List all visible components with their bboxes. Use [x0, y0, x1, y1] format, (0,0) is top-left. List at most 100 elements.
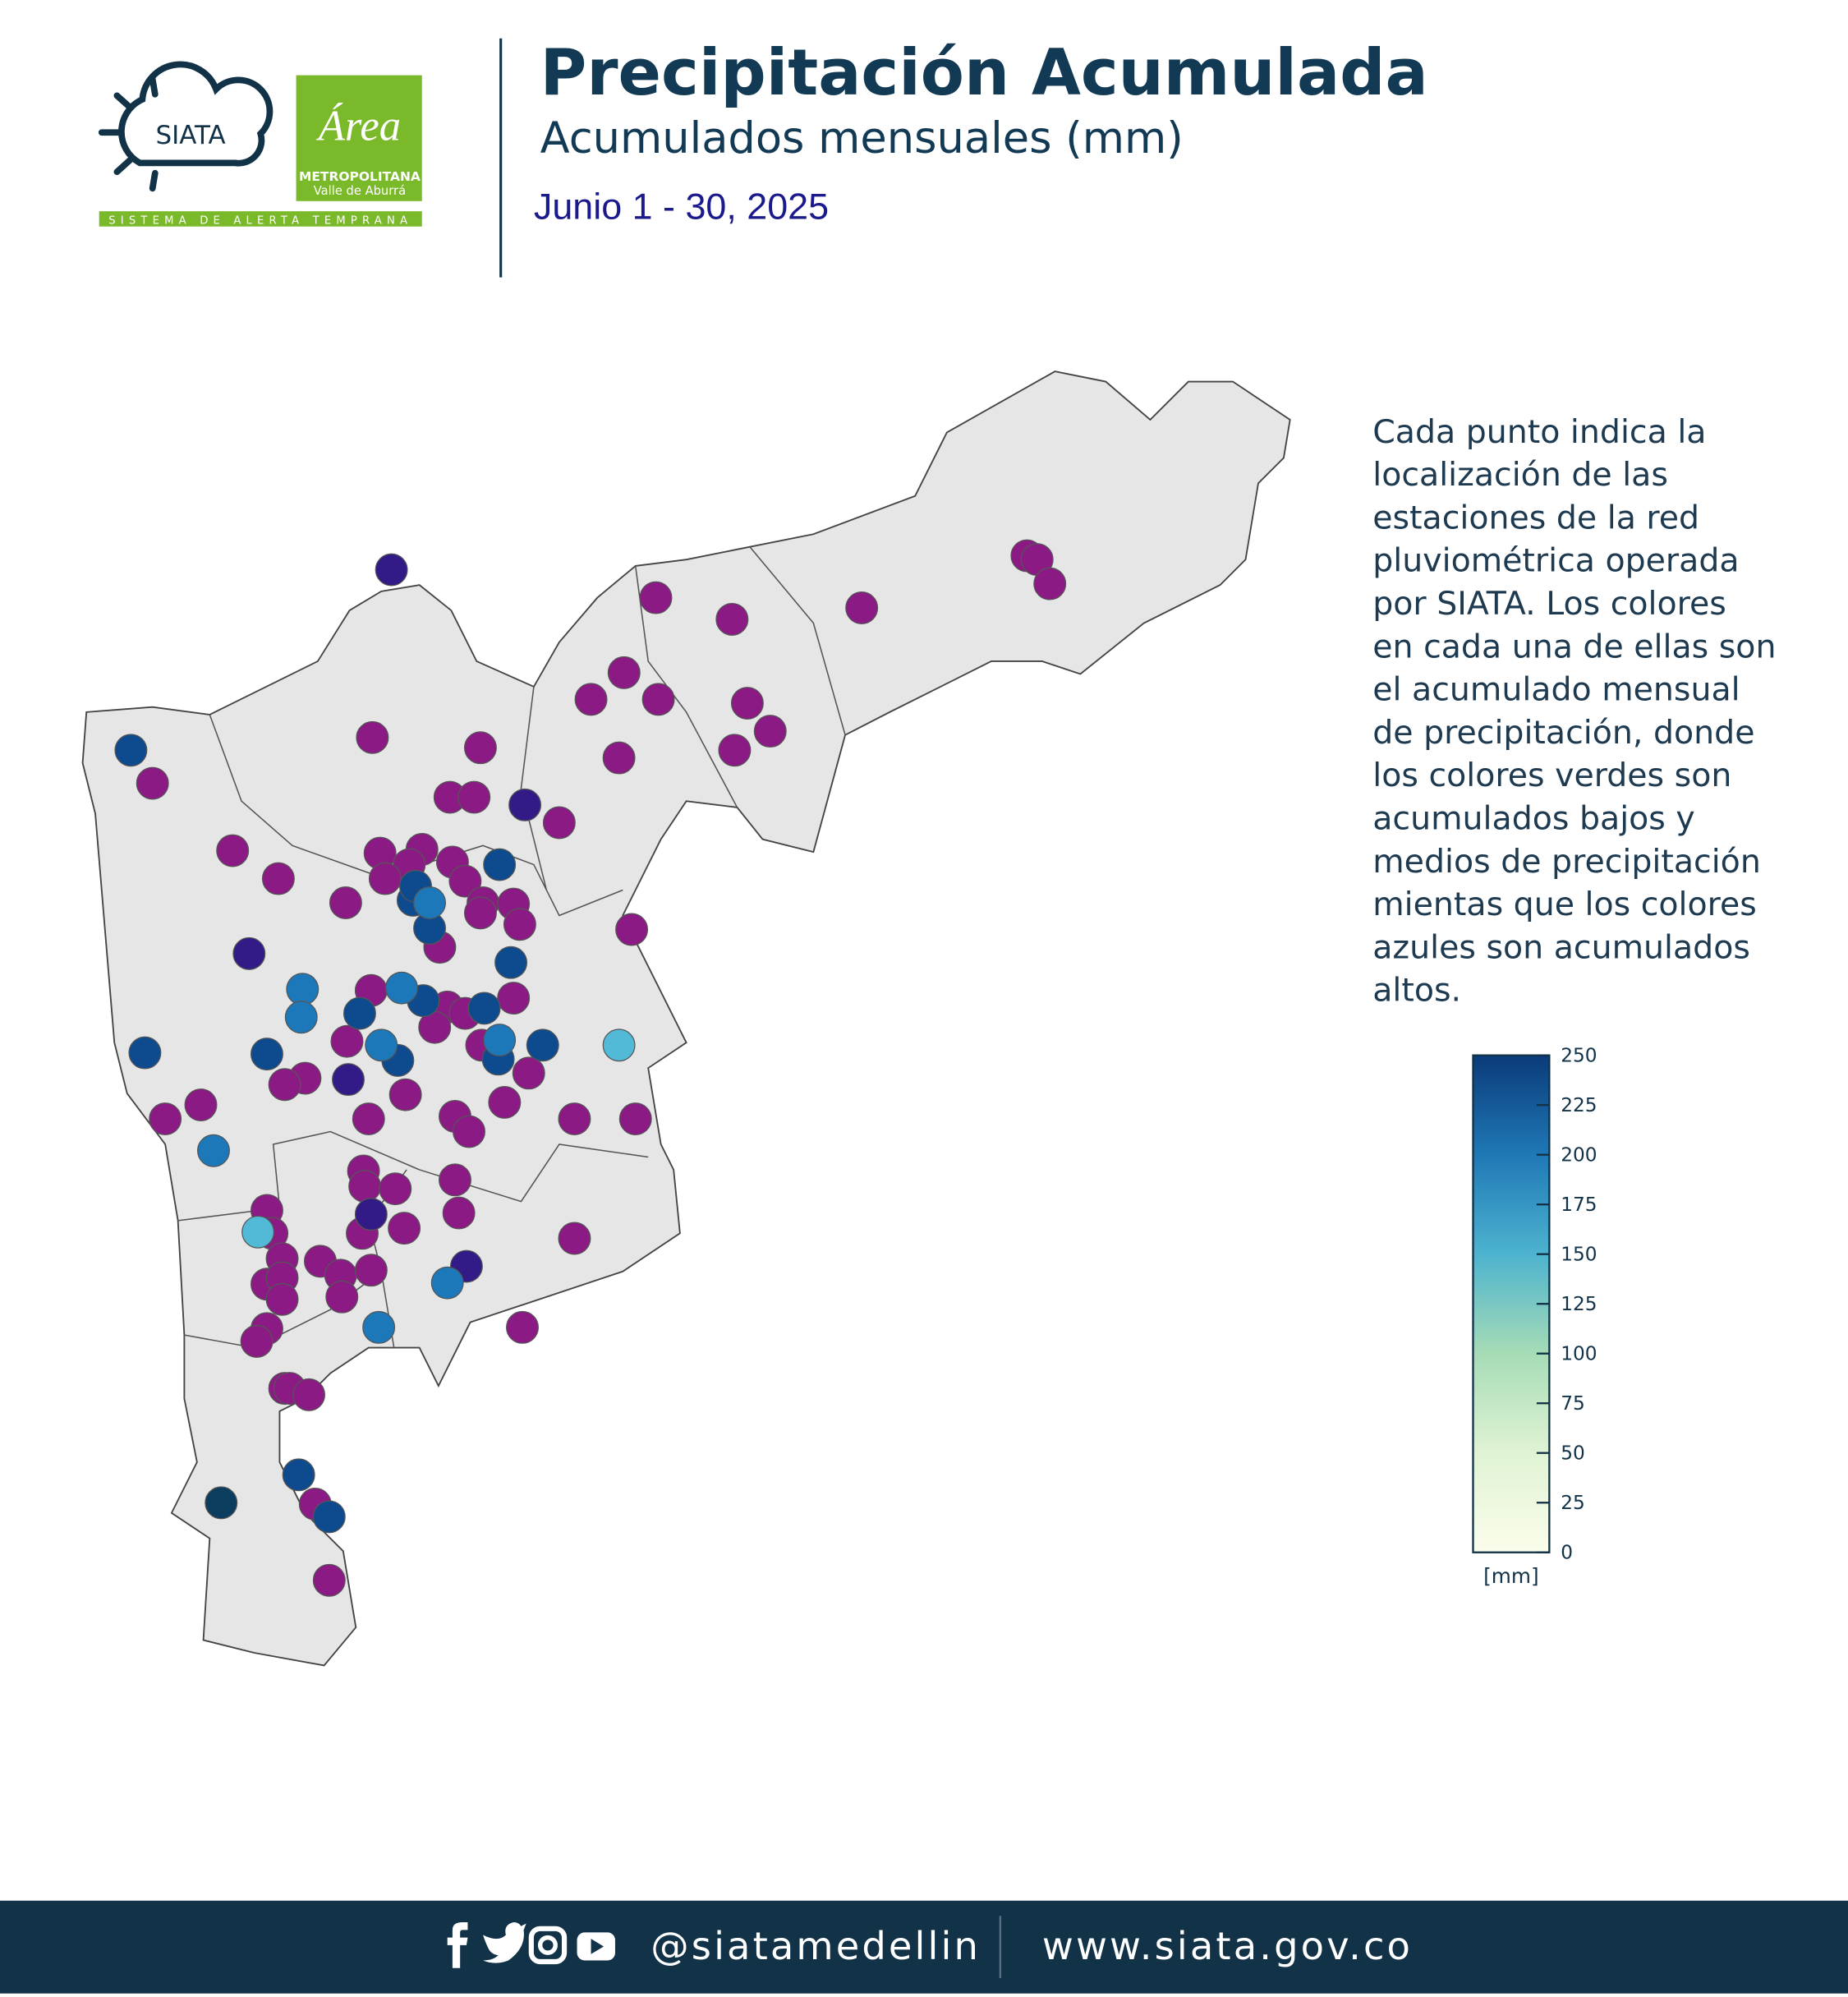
twitter-icon[interactable]: [483, 1922, 526, 1963]
station: [216, 834, 250, 867]
station: [268, 1068, 301, 1102]
station: [329, 886, 362, 919]
ray: [113, 92, 133, 111]
station: [286, 973, 319, 1006]
station: [241, 1215, 275, 1249]
metro-text: METROPOLITANA: [299, 169, 421, 184]
station: [503, 908, 536, 941]
station: [602, 1028, 636, 1062]
station: [512, 1056, 545, 1090]
station: [388, 1078, 422, 1111]
description-line: en cada una de ellas son: [1372, 628, 1776, 665]
station: [149, 1102, 182, 1136]
station: [348, 1170, 382, 1203]
station: [457, 780, 491, 814]
social-icons: [447, 1922, 615, 1968]
station: [251, 1038, 283, 1071]
colorbar-tick-label: 75: [1561, 1392, 1585, 1415]
station: [558, 1222, 591, 1255]
date: Junio 1 - 30, 2025: [534, 185, 829, 227]
instagram-lens: [537, 1935, 558, 1955]
cloud: [118, 61, 274, 167]
station: [356, 720, 389, 754]
station: [506, 1310, 539, 1344]
station: [368, 862, 402, 895]
colorbar-tick-label: 225: [1561, 1094, 1597, 1116]
station: [413, 886, 447, 919]
station: [483, 1024, 517, 1057]
instagram-icon[interactable]: [528, 1926, 568, 1965]
station: [332, 1063, 365, 1097]
footer: [0, 1900, 1848, 1994]
station: [618, 1102, 652, 1136]
station: [497, 982, 531, 1015]
description-line: altos.: [1372, 972, 1461, 1010]
station: [354, 1198, 388, 1231]
title: Precipitación Acumulada: [540, 36, 1428, 110]
colorbar-tick-label: 125: [1561, 1293, 1597, 1315]
ray: [149, 169, 159, 192]
strip-text: SISTEMA DE ALERTA TEMPRANA: [108, 215, 412, 228]
ray: [149, 76, 159, 98]
station: [388, 1212, 421, 1245]
ray: [113, 157, 133, 176]
station: [232, 936, 266, 970]
colorbar-tick-label: 150: [1561, 1243, 1597, 1265]
station: [558, 1102, 591, 1136]
station: [448, 864, 482, 898]
stations: [114, 539, 1067, 1597]
station: [184, 1088, 218, 1121]
station: [354, 1254, 388, 1287]
footer-site[interactable]: www.siata.gov.co: [1042, 1924, 1413, 1968]
station: [639, 581, 673, 614]
station: [574, 683, 608, 716]
border: [184, 1270, 395, 1349]
station: [718, 734, 752, 767]
station: [641, 683, 675, 716]
colorbar-tick-label: 50: [1561, 1442, 1585, 1464]
station: [439, 1163, 471, 1197]
station: [1033, 567, 1067, 600]
area-text: Área: [316, 103, 401, 150]
station: [730, 687, 764, 720]
colorbar-tick-label: 25: [1561, 1492, 1585, 1514]
station: [330, 1024, 364, 1058]
colorbar-tick-label: 0: [1561, 1541, 1573, 1563]
station: [463, 731, 497, 765]
station: [375, 553, 408, 587]
station: [365, 1028, 398, 1062]
description-line: Cada punto indica la: [1372, 413, 1706, 451]
footer-handle[interactable]: @siatamedellin: [650, 1924, 981, 1968]
colorbar-tick-label: 175: [1561, 1194, 1597, 1216]
colorbar-label: [mm]: [1483, 1564, 1539, 1588]
station: [284, 1001, 318, 1034]
colorbar-ticks: 0 25 50 75 100 125 150 175 200 225 250: [1536, 1044, 1597, 1563]
description-line: acumulados bajos y: [1372, 800, 1695, 838]
station: [453, 1115, 485, 1148]
station: [265, 1282, 299, 1316]
station: [325, 1280, 359, 1314]
youtube-play: [591, 1939, 605, 1954]
station: [488, 1085, 522, 1119]
description-line: mientas que los colores: [1372, 886, 1757, 923]
region-outline: [81, 370, 1291, 1667]
station: [312, 1563, 346, 1597]
facebook-icon[interactable]: [447, 1922, 468, 1968]
station: [494, 946, 528, 979]
description-line: localización de las: [1372, 456, 1668, 494]
station: [352, 1102, 385, 1136]
colorbar-tick-label: 250: [1561, 1044, 1597, 1066]
station: [282, 1458, 315, 1492]
station: [342, 996, 376, 1030]
description: Cada punto indica la localización de las e…: [1372, 413, 1776, 1010]
station: [385, 971, 418, 1005]
description-line: los colores verdes son: [1372, 757, 1731, 794]
station: [197, 1134, 230, 1167]
border: [177, 1130, 649, 1222]
border: [749, 546, 846, 735]
area-logo: [296, 75, 422, 201]
station: [261, 862, 295, 895]
station: [526, 1028, 559, 1062]
station: [607, 656, 641, 689]
